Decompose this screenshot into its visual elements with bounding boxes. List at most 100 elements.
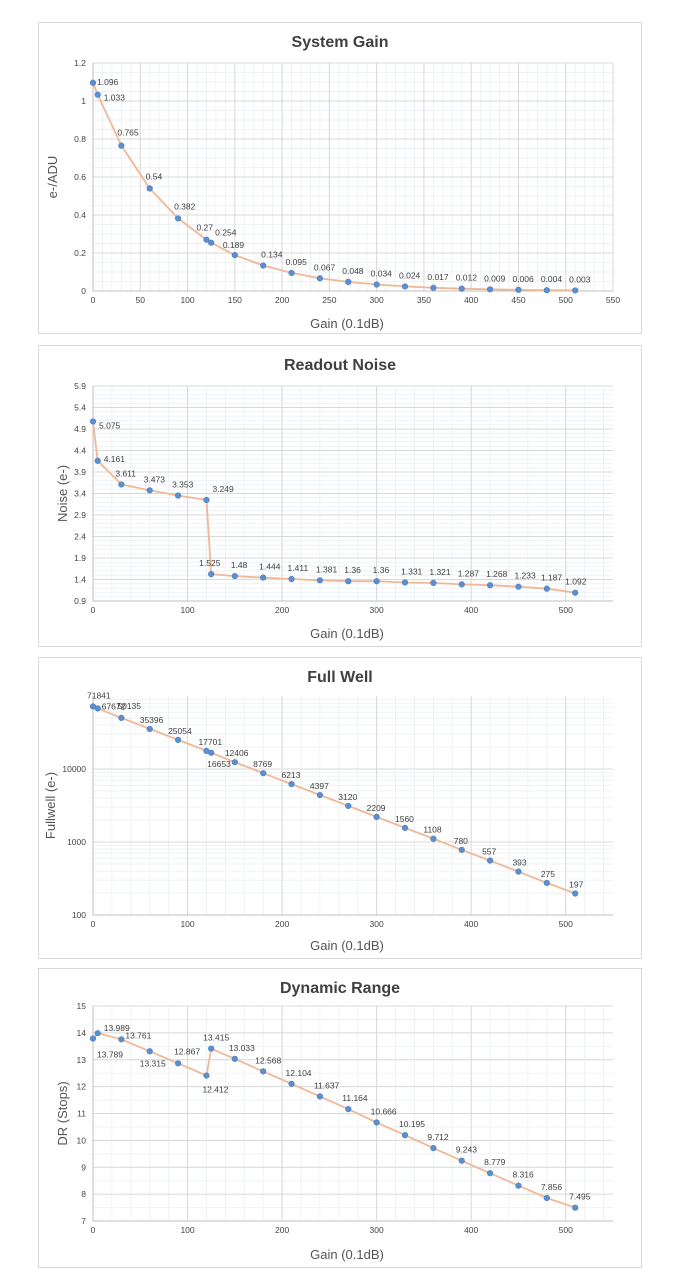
data-label: 0.003: [569, 274, 591, 284]
data-point: [208, 1045, 215, 1052]
y-axis-label: DR (Stops): [55, 1081, 70, 1145]
data-label: 9.243: [456, 1145, 478, 1155]
chart-svg: 0 100 200 300 400 500 7 8 9 10 11 12 13 14 15 Dynamic R…: [55, 980, 613, 1262]
x-tick-label: 500: [559, 295, 573, 305]
x-tick-label: 0: [91, 295, 96, 305]
system-gain-chart: 0 50 100 150 200 250 300 350 400 450 500 550 0 0.2 0.4…: [38, 22, 642, 334]
data-point: [288, 575, 295, 583]
data-label: 10.195: [399, 1119, 425, 1129]
data-label: 67672: [102, 701, 126, 711]
data-label: 71841: [87, 690, 111, 700]
data-label: 0.017: [427, 272, 449, 282]
data-label: 1.36: [373, 565, 390, 575]
data-label: 1.233: [514, 571, 536, 581]
x-axis-label: Gain (0.1dB): [310, 1247, 384, 1262]
data-point: [146, 185, 153, 192]
data-point: [89, 79, 97, 86]
data-label: 0.067: [314, 262, 336, 272]
data-label: 35396: [140, 715, 164, 725]
data-label: 1.287: [458, 568, 480, 578]
data-point: [430, 579, 437, 586]
data-point: [543, 879, 550, 887]
data-point: [543, 585, 550, 592]
chart-svg: 0 50 100 150 200 250 300 350 400 450 500 550 0 0.2 0.4…: [45, 34, 620, 331]
x-tick-label: 100: [180, 295, 194, 305]
data-point: [174, 215, 182, 222]
x-tick-label: 300: [370, 1225, 384, 1235]
x-tick-label: 300: [370, 919, 384, 929]
data-point: [458, 285, 465, 292]
data-label: 275: [541, 869, 555, 879]
y-tick-label: 0.8: [74, 134, 86, 144]
data-point: [288, 780, 295, 788]
x-tick-label: 200: [275, 1225, 289, 1235]
data-label: 1.092: [565, 577, 587, 587]
readout-noise-chart: 0 100 200 300 400 500 0.9 1.4 1.9 2.4 2.9 3.4 3.9 4.4…: [38, 345, 642, 647]
data-label: 0.254: [215, 228, 237, 238]
data-point: [345, 278, 352, 285]
x-tick-label: 100: [180, 1225, 194, 1235]
series-line: [92, 82, 576, 292]
y-tick-label: 5.4: [74, 403, 86, 413]
data-point: [373, 813, 380, 820]
data-point: [203, 236, 210, 243]
chart-svg: 0 100 200 300 400 500 100 1000 10000 Full Well Gai…: [43, 669, 613, 953]
data-label: 0.048: [342, 266, 364, 276]
data-label: 393: [512, 858, 526, 868]
data-point: [118, 481, 125, 488]
data-point: [288, 269, 295, 277]
data-label: 25054: [168, 726, 192, 736]
y-tick-label: 4.9: [74, 424, 86, 434]
data-label: 3.353: [172, 480, 194, 490]
data-point: [458, 846, 465, 853]
dynamic-range-chart: 0 100 200 300 400 500 7 8 9 10 11 12 13 14 15 Dynamic R…: [38, 968, 642, 1268]
chart-title: Readout Noise: [284, 357, 396, 374]
data-label: 1.033: [104, 93, 126, 103]
x-tick-label: 350: [417, 295, 431, 305]
data-point: [572, 890, 579, 897]
data-label: 12.568: [255, 1055, 281, 1065]
x-tick-label: 400: [464, 295, 478, 305]
data-label: 0.004: [541, 274, 563, 284]
data-label: 17701: [198, 737, 222, 747]
x-tick-label: 250: [322, 295, 336, 305]
data-label: 12.867: [174, 1046, 200, 1056]
data-label: 6213: [282, 770, 301, 780]
x-tick-label: 150: [228, 295, 242, 305]
data-label: 780: [454, 836, 468, 846]
data-point: [515, 868, 522, 875]
data-point: [174, 492, 182, 499]
data-point: [118, 714, 125, 721]
series-line: [92, 421, 576, 594]
data-label: 8.316: [512, 1170, 534, 1180]
data-label: 13.761: [125, 1030, 151, 1040]
series-line: [92, 1032, 576, 1209]
y-tick-label: 1: [81, 96, 86, 106]
y-tick-label: 8: [81, 1189, 86, 1199]
data-label: 0.024: [399, 270, 421, 280]
data-label: 0.034: [371, 269, 393, 279]
x-tick-label: 200: [275, 919, 289, 929]
y-tick-label: 12: [77, 1082, 87, 1092]
x-tick-label: 300: [370, 295, 384, 305]
data-label: 0.012: [456, 273, 478, 283]
data-point: [260, 1068, 267, 1075]
data-label: 2209: [367, 803, 386, 813]
data-label: 10.666: [371, 1106, 397, 1116]
data-point: [430, 284, 437, 291]
y-axis-label: Noise (e-): [55, 465, 70, 522]
data-label: 197: [569, 880, 583, 890]
data-point: [94, 91, 101, 98]
x-tick-label: 200: [275, 295, 289, 305]
data-label: 0.134: [261, 250, 283, 260]
data-label: 1560: [395, 814, 414, 824]
data-point: [316, 275, 324, 282]
data-label: 12.104: [286, 1068, 312, 1078]
chart-title: System Gain: [292, 34, 389, 51]
data-point: [260, 770, 267, 777]
data-label: 50135: [117, 701, 141, 711]
data-label: 11.637: [314, 1080, 340, 1090]
x-tick-label: 300: [370, 605, 384, 615]
y-tick-label: 7: [81, 1216, 86, 1226]
data-point: [208, 749, 215, 756]
